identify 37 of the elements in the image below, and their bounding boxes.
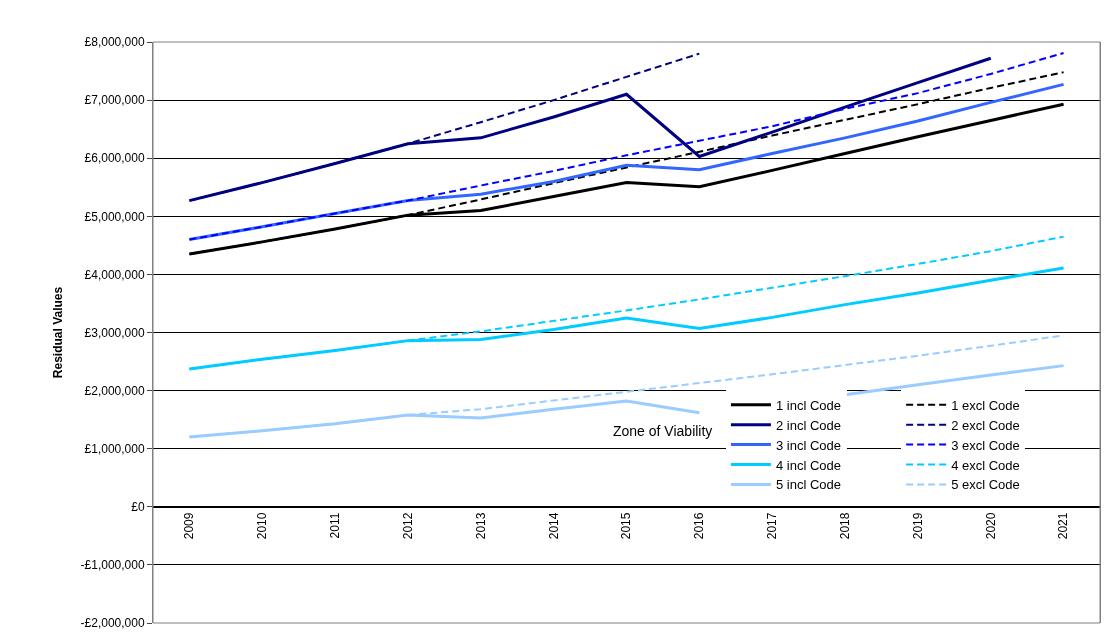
- y-tick-label: -£1,000,000: [80, 558, 145, 573]
- line-series: [188, 52, 1065, 241]
- y-tick-label: £3,000,000: [84, 325, 145, 340]
- x-tick-label: 2013: [473, 512, 488, 540]
- x-tick-label: 2019: [910, 512, 925, 540]
- legend-label: 4 incl Code: [775, 457, 841, 473]
- x-tick-label: 2018: [837, 512, 852, 540]
- x-tick-label: 2020: [983, 512, 998, 540]
- x-tick-label: 2009: [182, 512, 197, 540]
- annotation: Zone of Viability: [613, 423, 713, 439]
- legend-label: 2 incl Code: [775, 417, 841, 433]
- x-tick-label: 2012: [400, 512, 415, 540]
- legend-label: 1 incl Code: [775, 397, 841, 413]
- y-tick-label: £8,000,000: [84, 35, 145, 50]
- y-tick-label: £2,000,000: [84, 383, 145, 398]
- y-tick-label: £1,000,000: [84, 441, 145, 456]
- legend-label: 1 excl Code: [951, 397, 1020, 413]
- y-tick-label: -£2,000,000: [80, 616, 145, 631]
- legend-label: 5 incl Code: [775, 477, 841, 493]
- legend-label: 5 excl Code: [951, 477, 1020, 493]
- legend-label: 3 incl Code: [775, 437, 841, 453]
- x-tick-label: 2010: [255, 512, 270, 540]
- legend-label: 2 excl Code: [951, 417, 1020, 433]
- y-tick-label: £6,000,000: [84, 151, 145, 166]
- y-axis-title: Residual Values: [50, 286, 65, 379]
- y-tick-label: £7,000,000: [84, 93, 145, 108]
- legend-label: 4 excl Code: [951, 457, 1020, 473]
- y-tick-label: £5,000,000: [84, 209, 145, 224]
- y-tick-label: £4,000,000: [84, 267, 145, 282]
- x-tick-label: 2014: [546, 512, 561, 540]
- x-tick-label: 2017: [765, 512, 780, 540]
- x-tick-label: 2011: [328, 512, 343, 539]
- x-tick-label: 2015: [619, 512, 634, 540]
- y-tick-label: £0: [131, 500, 145, 514]
- x-tick-label: 2021: [1056, 512, 1071, 540]
- legend-label: 3 excl Code: [951, 437, 1020, 453]
- x-tick-label: 2016: [692, 512, 707, 540]
